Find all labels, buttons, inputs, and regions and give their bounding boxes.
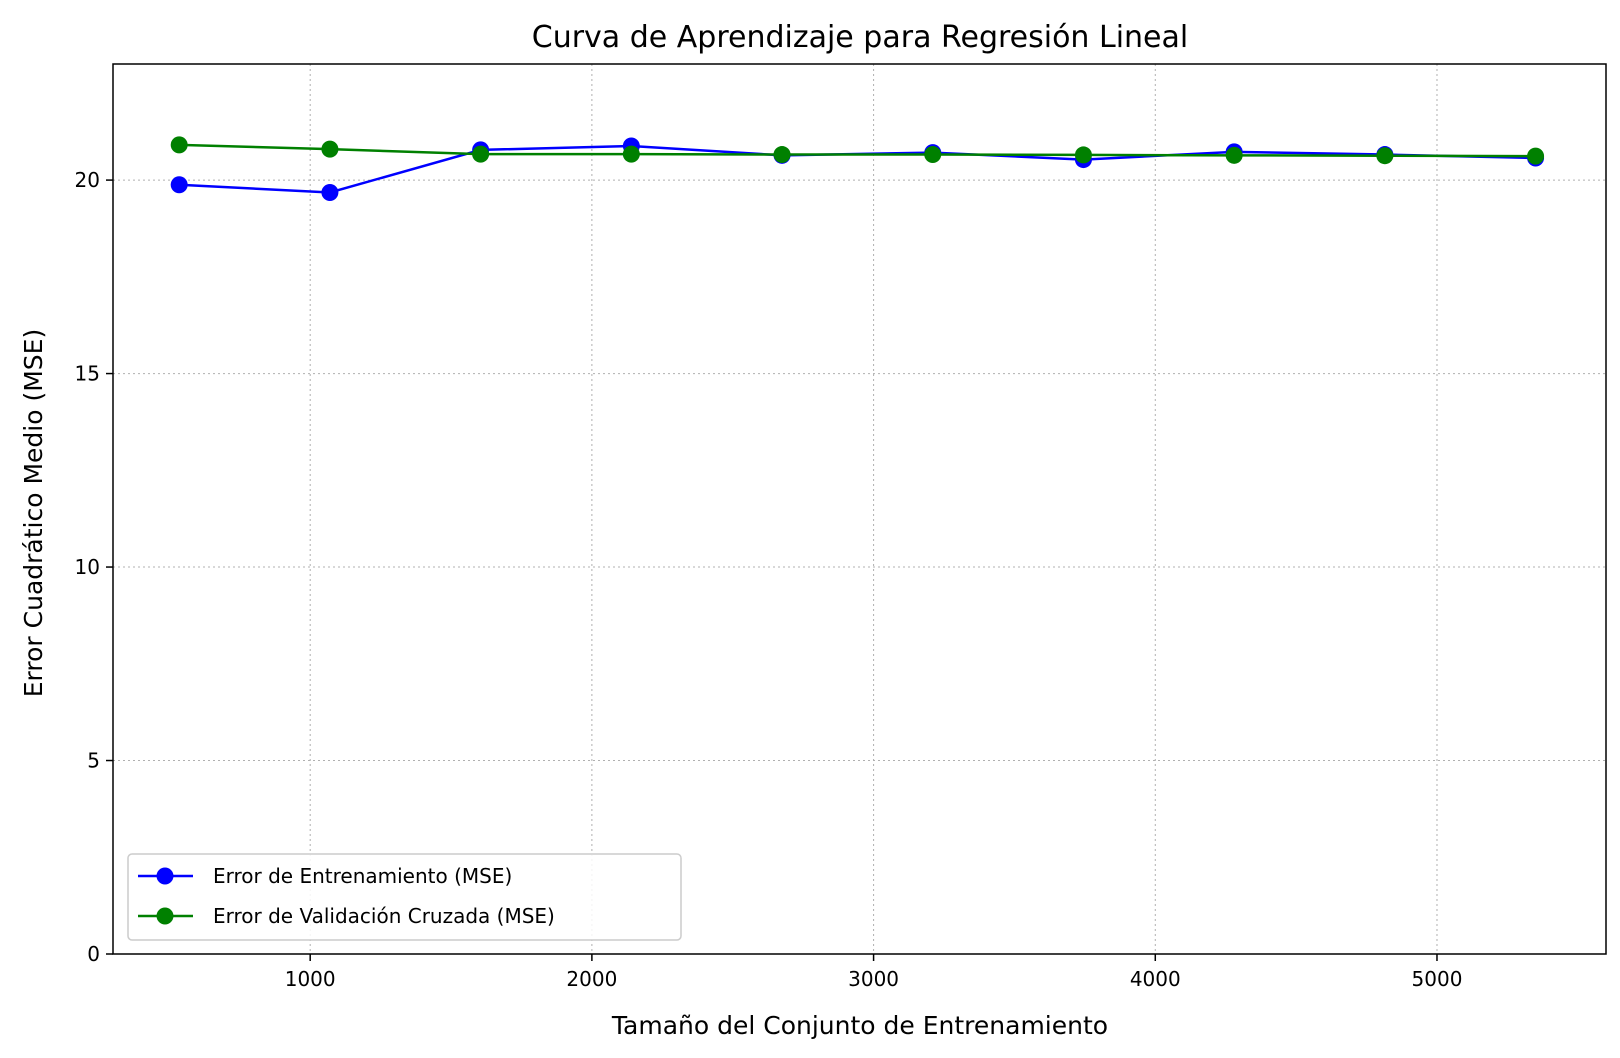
y-tick-label: 5 — [87, 749, 100, 773]
y-tick-label: 0 — [87, 942, 100, 966]
ticks: 1000 2000 3000 4000 5000 0 5 10 15 20 — [75, 168, 1463, 991]
data-point-series-1 — [1376, 147, 1394, 165]
x-tick-label: 3000 — [848, 967, 899, 991]
y-axis-label: Error Cuadrático Medio (MSE) — [19, 329, 48, 697]
x-tick-label: 4000 — [1130, 967, 1181, 991]
y-tick-label: 20 — [75, 168, 100, 192]
data-point-series-1 — [622, 145, 640, 163]
data-point-series-1 — [321, 140, 339, 158]
legend-label-1: Error de Validación Cruzada (MSE) — [213, 904, 555, 928]
legend-box — [127, 853, 682, 941]
data-point-series-0 — [170, 176, 188, 194]
x-tick-label: 5000 — [1412, 967, 1463, 991]
data-point-series-1 — [1527, 147, 1545, 165]
data-point-series-1 — [924, 146, 942, 164]
legend: Error de Entrenamiento (MSE) Error de Val… — [127, 853, 682, 941]
legend-label-0: Error de Entrenamiento (MSE) — [213, 864, 512, 888]
series-line-1 — [179, 143, 1536, 158]
data-point-series-1 — [1074, 146, 1092, 164]
chart-title: Curva de Aprendizaje para Regresión Line… — [532, 20, 1188, 55]
x-axis-label: Tamaño del Conjunto de Entrenamiento — [611, 1011, 1108, 1040]
data-point-series-1 — [472, 145, 490, 163]
plot-frame — [112, 63, 1607, 955]
x-tick-label: 1000 — [285, 967, 336, 991]
legend-marker-1 — [156, 907, 174, 925]
y-tick-label: 10 — [75, 555, 100, 579]
data-point-series-1 — [170, 136, 188, 154]
data-point-series-0 — [321, 183, 339, 201]
legend-marker-0 — [156, 867, 174, 885]
data-point-series-1 — [773, 146, 791, 164]
series-layer — [170, 136, 1545, 201]
x-tick-label: 2000 — [566, 967, 617, 991]
y-tick-label: 15 — [75, 362, 100, 386]
data-point-series-1 — [1225, 146, 1243, 164]
